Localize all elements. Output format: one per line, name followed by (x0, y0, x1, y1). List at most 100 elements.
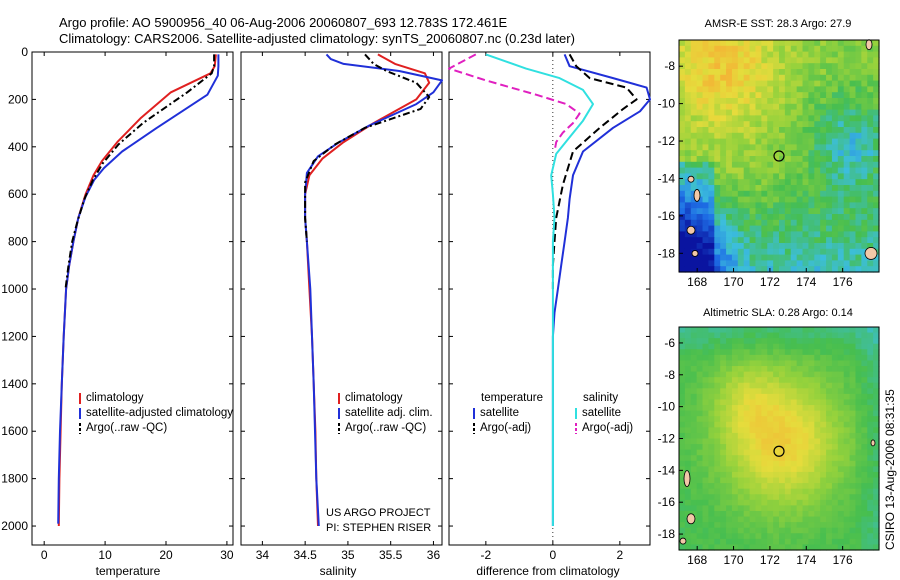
sst-map-cell (814, 266, 821, 273)
sla-map-cell (743, 421, 751, 428)
sst-map-cell (684, 86, 692, 93)
sla-map-cell (773, 343, 780, 350)
sla-map-cell (873, 327, 880, 334)
sla-map-cell (767, 471, 774, 479)
sla-map-cell (855, 377, 862, 384)
sst-map-cell (714, 86, 721, 93)
sst-map-cell (726, 80, 733, 87)
sla-map-cell (808, 382, 815, 389)
sst-map-cell (720, 219, 727, 227)
sla-map-cell (790, 399, 798, 406)
sst-map-cell (784, 225, 792, 232)
sla-map-cell (749, 527, 757, 534)
sst-map-cell (802, 260, 810, 267)
sst-map-cell (761, 243, 768, 250)
sst-map-cell (690, 63, 698, 70)
sla-map-cell (737, 393, 745, 401)
sst-map-cell (684, 80, 692, 87)
sla-map-cell (767, 366, 774, 373)
sst-map-cell (837, 51, 845, 58)
sst-map-cell (802, 132, 810, 140)
sla-map-cell (867, 399, 874, 406)
sst-map-cell (779, 254, 786, 261)
sst-map-cell (773, 80, 780, 87)
sst-map-cell (684, 127, 692, 134)
sla-map-cell (714, 522, 721, 529)
sst-map-cell (749, 92, 757, 99)
sst-map-cell (826, 109, 833, 116)
sla-map-cell (755, 388, 762, 395)
sst-map-cell (831, 202, 839, 209)
sst-map-cell (679, 92, 686, 99)
sst-map-cell (873, 173, 880, 180)
sla-map-cell (773, 338, 780, 345)
sla-map-cell (720, 444, 727, 451)
sst-map-cell (702, 219, 710, 227)
sst-map-cell (820, 237, 827, 244)
sla-map-cell (749, 393, 757, 401)
sla-map-cell (696, 360, 704, 367)
sla-map-cell (726, 471, 733, 479)
sst-map-cell (814, 179, 821, 186)
sla-map-cell (696, 471, 704, 479)
sst-map-cell (702, 74, 710, 82)
sst-map-cell (873, 103, 880, 111)
sst-map-cell (749, 161, 757, 169)
sst-map-cell (767, 51, 774, 58)
sst-map-cell (861, 63, 868, 70)
sst-xtick-label: 168 (687, 275, 707, 289)
sla-map-cell (731, 388, 739, 395)
sla-map-cell (702, 488, 710, 495)
sst-map-cell (726, 231, 733, 238)
sst-map-cell (861, 115, 868, 122)
sla-map-cell (779, 405, 786, 412)
sla-map-cell (784, 354, 792, 362)
sla-map-cell (726, 421, 733, 428)
sla-map-cell (802, 349, 810, 356)
sla-map-cell (779, 399, 786, 406)
sla-map-cell (679, 455, 686, 462)
sla-map-cell (790, 338, 798, 345)
sst-map-cell (849, 248, 857, 256)
sst-map-cell (831, 173, 839, 180)
sst-argo-position-marker (773, 150, 785, 162)
sst-map-cell (873, 237, 880, 244)
sla-map-cell (873, 444, 880, 451)
sst-map-cell (861, 248, 868, 256)
sst-map-cell (855, 92, 862, 99)
sst-map-cell (684, 103, 692, 111)
sla-map-cell (708, 544, 715, 551)
sla-map-cell (826, 505, 833, 512)
sla-map-cell (855, 343, 862, 350)
sla-map-cell (779, 421, 786, 428)
sla-map-cell (808, 516, 815, 523)
sla-map-cell (773, 410, 780, 417)
sla-map-title: Altimetric SLA: 0.28 Argo: 0.14 (703, 307, 853, 319)
sla-map-cell (690, 416, 698, 423)
sst-map-cell (843, 80, 851, 87)
sst-map-cell (826, 196, 833, 203)
sst-map-cell (855, 63, 862, 70)
sla-map-cell (814, 538, 821, 546)
sst-map-cell (720, 237, 727, 244)
sst-map-cell (684, 51, 692, 58)
sst-map-cell (702, 214, 710, 221)
sla-map-cell (702, 438, 710, 445)
sst-map-cell (831, 63, 839, 70)
sst-map-cell (767, 208, 774, 215)
sla-map-cell (679, 444, 686, 451)
sst-map-cell (779, 237, 786, 244)
sla-map-cell (696, 377, 704, 384)
sst-map-cell (873, 138, 880, 145)
sla-map-cell (761, 471, 768, 479)
sst-map-cell (802, 202, 810, 209)
sla-map-cell (790, 516, 798, 523)
sst-map-cell (690, 231, 698, 238)
sst-map-cell (749, 185, 757, 192)
sst-map-cell (855, 167, 862, 174)
sst-map-cell (714, 214, 721, 221)
sla-map-cell (773, 382, 780, 389)
sla-map-cell (790, 388, 798, 395)
sst-map-cell (843, 190, 851, 198)
sst-map-cell (726, 57, 733, 64)
